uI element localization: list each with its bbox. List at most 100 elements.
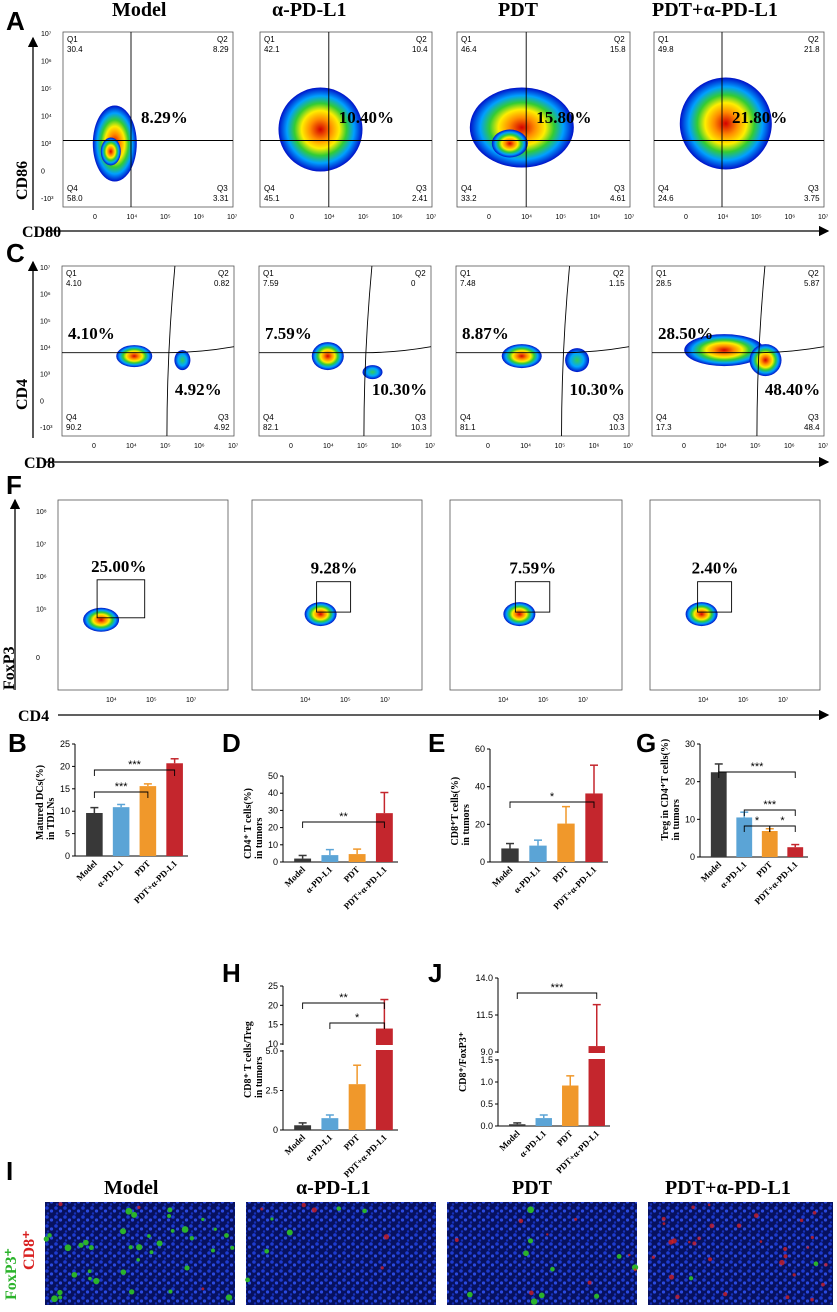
significance-mark: * [780,815,785,827]
significance-bracket [718,771,796,778]
gate-percentage-q1: 28.50% [658,324,713,343]
foxp3-signal [688,1276,694,1281]
x-tick-label: 0 [290,214,294,221]
category-label: Model [497,1128,522,1153]
x-tick-label: 10⁷ [425,443,436,450]
x-tick-label: 10⁷ [623,443,634,450]
significance-bracket [769,825,796,832]
y-tick-label: 14.0 [475,973,493,983]
foxp3-signal [230,1245,235,1250]
foxp3-signal [71,1271,78,1278]
significance-mark: *** [128,759,142,771]
density-blob [749,344,782,377]
foxp3-signal [129,1289,135,1295]
plot-frame [62,31,234,208]
y-axis-label: Treg in CD4⁺T cells(%) [660,739,671,841]
x-tick-label: 10⁶ [785,214,796,221]
bar [375,813,393,862]
x-tick-label: 10⁶ [391,443,402,450]
gate-vertical [561,265,570,437]
quadrant-q1-value: 49.8 [658,45,674,54]
y-tick-label: 0.0 [480,1121,493,1131]
gate-horizontal [652,346,825,354]
y-axis-label: in tumors [461,804,472,846]
quadrant-q3-value: 3.31 [213,194,229,203]
y-tick-label: 1.0 [480,1077,493,1087]
quadrant-q3-value: 4.92 [214,423,230,432]
x-tick-label: 10⁴ [300,697,311,704]
panel-letter-b: B [8,728,27,758]
gate-horizontal [456,346,630,354]
density-blob [503,602,536,627]
y-axis-label: CD8⁺/FoxP3⁺ [458,1032,469,1092]
quadrant-q4-value: 24.6 [658,194,674,203]
y-tick-label: 40 [268,788,278,798]
cd8-signal [783,1254,788,1259]
foxp3-signal [168,1289,173,1294]
quadrant-q4-label: Q4 [264,184,275,193]
x-tick-label: 10⁷ [186,697,197,704]
significance-bracket [93,791,149,798]
significance-mark: ** [339,811,348,823]
y-tick-label: 0 [690,852,695,862]
category-label: α-PD-L1 [304,864,335,895]
x-tick-label: 10⁴ [716,443,727,450]
y-axis-label: in tumors [254,1057,265,1099]
bar [535,1118,552,1126]
gate-percentage-q1: 7.59% [265,324,312,343]
foxp3-signal [58,1295,63,1300]
y-tick-label: 10⁶ [41,59,52,66]
x-tick-label: 10⁵ [146,697,157,704]
quadrant-q2-value: 8.29 [213,45,229,54]
y-tick-label: 10⁶ [36,574,47,581]
if-image-2 [447,1202,639,1305]
x-tick-label: 0 [682,443,686,450]
density-blob [501,344,542,369]
cd8-signal [546,1233,549,1236]
gate-vertical [756,265,766,437]
foxp3-signal [210,1248,216,1253]
foxp3-signal [47,1233,52,1238]
panel-f: F FoxP3 CD4 25.00% 10⁴ 10⁵ 10⁷ 10⁸ 10⁷ 10⁶ 10⁵ 0… [1,470,830,725]
x-tick-label: 10⁷ [380,697,391,704]
cd8-signal [633,1268,637,1272]
cd8-signal [518,1218,524,1224]
bar [562,1085,579,1126]
density-blob [83,607,120,632]
density-blob [679,77,772,170]
category-label: α-PD-L1 [304,1132,335,1163]
quadrant-q2-label: Q2 [614,35,625,44]
if-title-combo: PDT+α-PD-L1 [665,1177,791,1199]
flow-plot-f-1: 9.28% 10⁴ 10⁵ 10⁷ [251,499,423,704]
quadrant-q3-value: 3.75 [804,194,820,203]
gate-percentage: 8.29% [141,108,188,127]
foxp3-signal [245,1277,251,1283]
gate-horizontal [62,346,235,354]
y-tick-label: 10⁴ [41,114,52,121]
flow-plot-f-3: 2.40% 10⁴ 10⁵ 10⁷ [649,499,821,704]
gate-box [316,581,352,613]
cd8-signal [753,1213,759,1218]
gate-percentage: 25.00% [91,557,146,576]
cd8-signal [759,1240,763,1243]
y-tick-label: 11.5 [476,1010,493,1020]
y-tick-label: 10⁴ [40,345,51,352]
quadrant-q4-label: Q4 [658,184,669,193]
bar [112,807,130,856]
quadrant-q1-label: Q1 [67,35,78,44]
y-tick-label: 25 [268,981,278,991]
x-tick-label: 10⁴ [324,214,335,221]
x-tick-label: 10⁷ [624,214,635,221]
x-tick-label: 10⁷ [426,214,437,221]
y-tick-label: 20 [685,777,695,787]
category-label: Model [283,1132,308,1157]
cd8-signal [779,1259,785,1266]
bar [557,823,575,862]
bar-chart-g: Treg in CD4⁺T cells(%) in tumors0102030Mo… [660,739,808,906]
density-blob [304,602,337,627]
x-tick-label: 10⁴ [126,443,137,450]
quadrant-q1-label: Q1 [461,35,472,44]
foxp3-signal [550,1266,555,1272]
cd8-signal [137,1205,141,1210]
